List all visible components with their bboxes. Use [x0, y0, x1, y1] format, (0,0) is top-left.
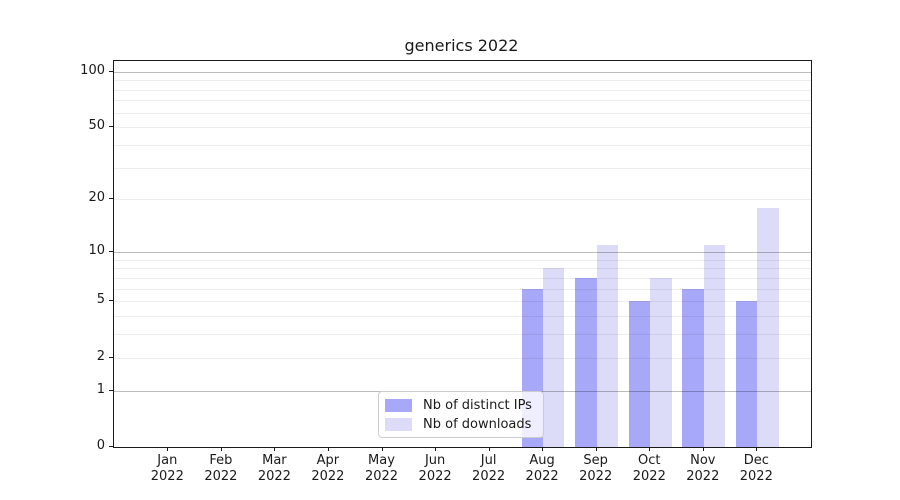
- bar-downloads-sep: [596, 244, 619, 447]
- bar-downloads-aug: [543, 268, 565, 447]
- gridline-minor-9: [114, 259, 811, 261]
- y-tick-label-5: 5: [96, 292, 105, 308]
- gridline-minor-8: [114, 268, 811, 270]
- x-tick-label-may: May 2022: [364, 453, 399, 484]
- y-tick-label-1: 1: [96, 381, 105, 397]
- y-tick-50: [109, 126, 113, 128]
- x-tick-jun: [435, 447, 437, 451]
- gridline-minor-6: [114, 288, 811, 290]
- gridline-minor-70: [114, 100, 811, 102]
- gridline-major-100: [114, 71, 811, 73]
- x-tick-jul: [488, 447, 490, 451]
- x-tick-feb: [220, 447, 222, 451]
- y-tick-label-50: 50: [88, 118, 105, 134]
- y-tick-label-10: 10: [88, 242, 105, 258]
- y-tick-10: [109, 250, 113, 252]
- legend-label-downloads: Nb of downloads: [423, 416, 532, 432]
- x-tick-dec: [756, 447, 758, 451]
- legend-item-distinct-ips: Nb of distinct IPs: [385, 398, 537, 413]
- gridline-minor-7: [114, 277, 811, 279]
- x-tick-label-dec: Dec 2022: [739, 453, 773, 484]
- y-tick-label-2: 2: [96, 348, 105, 364]
- gridline-major-10: [114, 251, 811, 253]
- plot-area: [113, 60, 812, 448]
- y-tick-20: [109, 198, 113, 200]
- legend-swatch-downloads-icon: [385, 417, 412, 431]
- bar-ips-dec: [735, 301, 758, 447]
- bar-downloads-dec: [757, 207, 779, 447]
- y-tick-0: [109, 446, 113, 447]
- x-tick-sep: [595, 447, 597, 451]
- x-tick-label-sep: Sep 2022: [579, 453, 613, 484]
- y-tick-label-100: 100: [80, 62, 105, 78]
- chart-title: generics 2022: [404, 36, 519, 55]
- x-tick-label-mar: Mar 2022: [257, 453, 291, 484]
- gridline-minor-3: [114, 334, 811, 336]
- legend-label-distinct-ips: Nb of distinct IPs: [423, 397, 532, 413]
- gridline-minor-20: [114, 199, 811, 201]
- x-tick-apr: [327, 447, 329, 451]
- x-tick-label-apr: Apr 2022: [311, 453, 345, 484]
- legend: Nb of distinct IPs Nb of downloads: [378, 391, 544, 438]
- bar-ips-oct: [628, 301, 651, 447]
- bar-ips-nov: [682, 288, 704, 447]
- x-tick-nov: [702, 447, 704, 451]
- y-tick-100: [109, 70, 113, 72]
- y-tick-1: [109, 389, 113, 391]
- legend-swatch-distinct-ips-icon: [385, 398, 412, 412]
- gridlines-layer: [114, 61, 811, 447]
- y-tick-label-0: 0: [96, 438, 105, 453]
- x-tick-aug: [542, 447, 544, 451]
- gridline-minor-90: [114, 80, 811, 81]
- x-tick-label-jun: Jun 2022: [418, 453, 452, 484]
- x-tick-mar: [274, 447, 276, 451]
- x-tick-jan: [167, 447, 169, 451]
- y-tick-label-20: 20: [88, 190, 105, 206]
- bar-downloads-nov: [703, 244, 726, 447]
- gridline-minor-2: [114, 357, 811, 359]
- gridline-minor-80: [114, 89, 811, 91]
- x-tick-label-feb: Feb 2022: [204, 453, 238, 484]
- x-tick-may: [381, 447, 383, 451]
- y-tick-5: [109, 300, 113, 302]
- legend-item-downloads: Nb of downloads: [385, 417, 537, 432]
- x-tick-label-oct: Oct 2022: [632, 453, 666, 484]
- y-tick-2: [109, 356, 113, 358]
- bars-layer: [114, 61, 811, 447]
- bar-downloads-oct: [650, 277, 672, 447]
- gridline-minor-50: [114, 127, 811, 129]
- gridline-minor-40: [114, 144, 811, 146]
- gridline-minor-60: [114, 112, 811, 114]
- x-tick-label-aug: Aug 2022: [525, 453, 559, 484]
- gridline-minor-30: [114, 167, 811, 169]
- gridline-minor-5: [114, 301, 811, 303]
- bar-ips-sep: [575, 277, 597, 447]
- x-tick-label-jan: Jan 2022: [150, 453, 184, 484]
- x-tick-label-nov: Nov 2022: [686, 453, 720, 484]
- x-tick-oct: [649, 447, 651, 451]
- gridline-minor-4: [114, 316, 811, 318]
- x-tick-label-jul: Jul 2022: [472, 453, 506, 484]
